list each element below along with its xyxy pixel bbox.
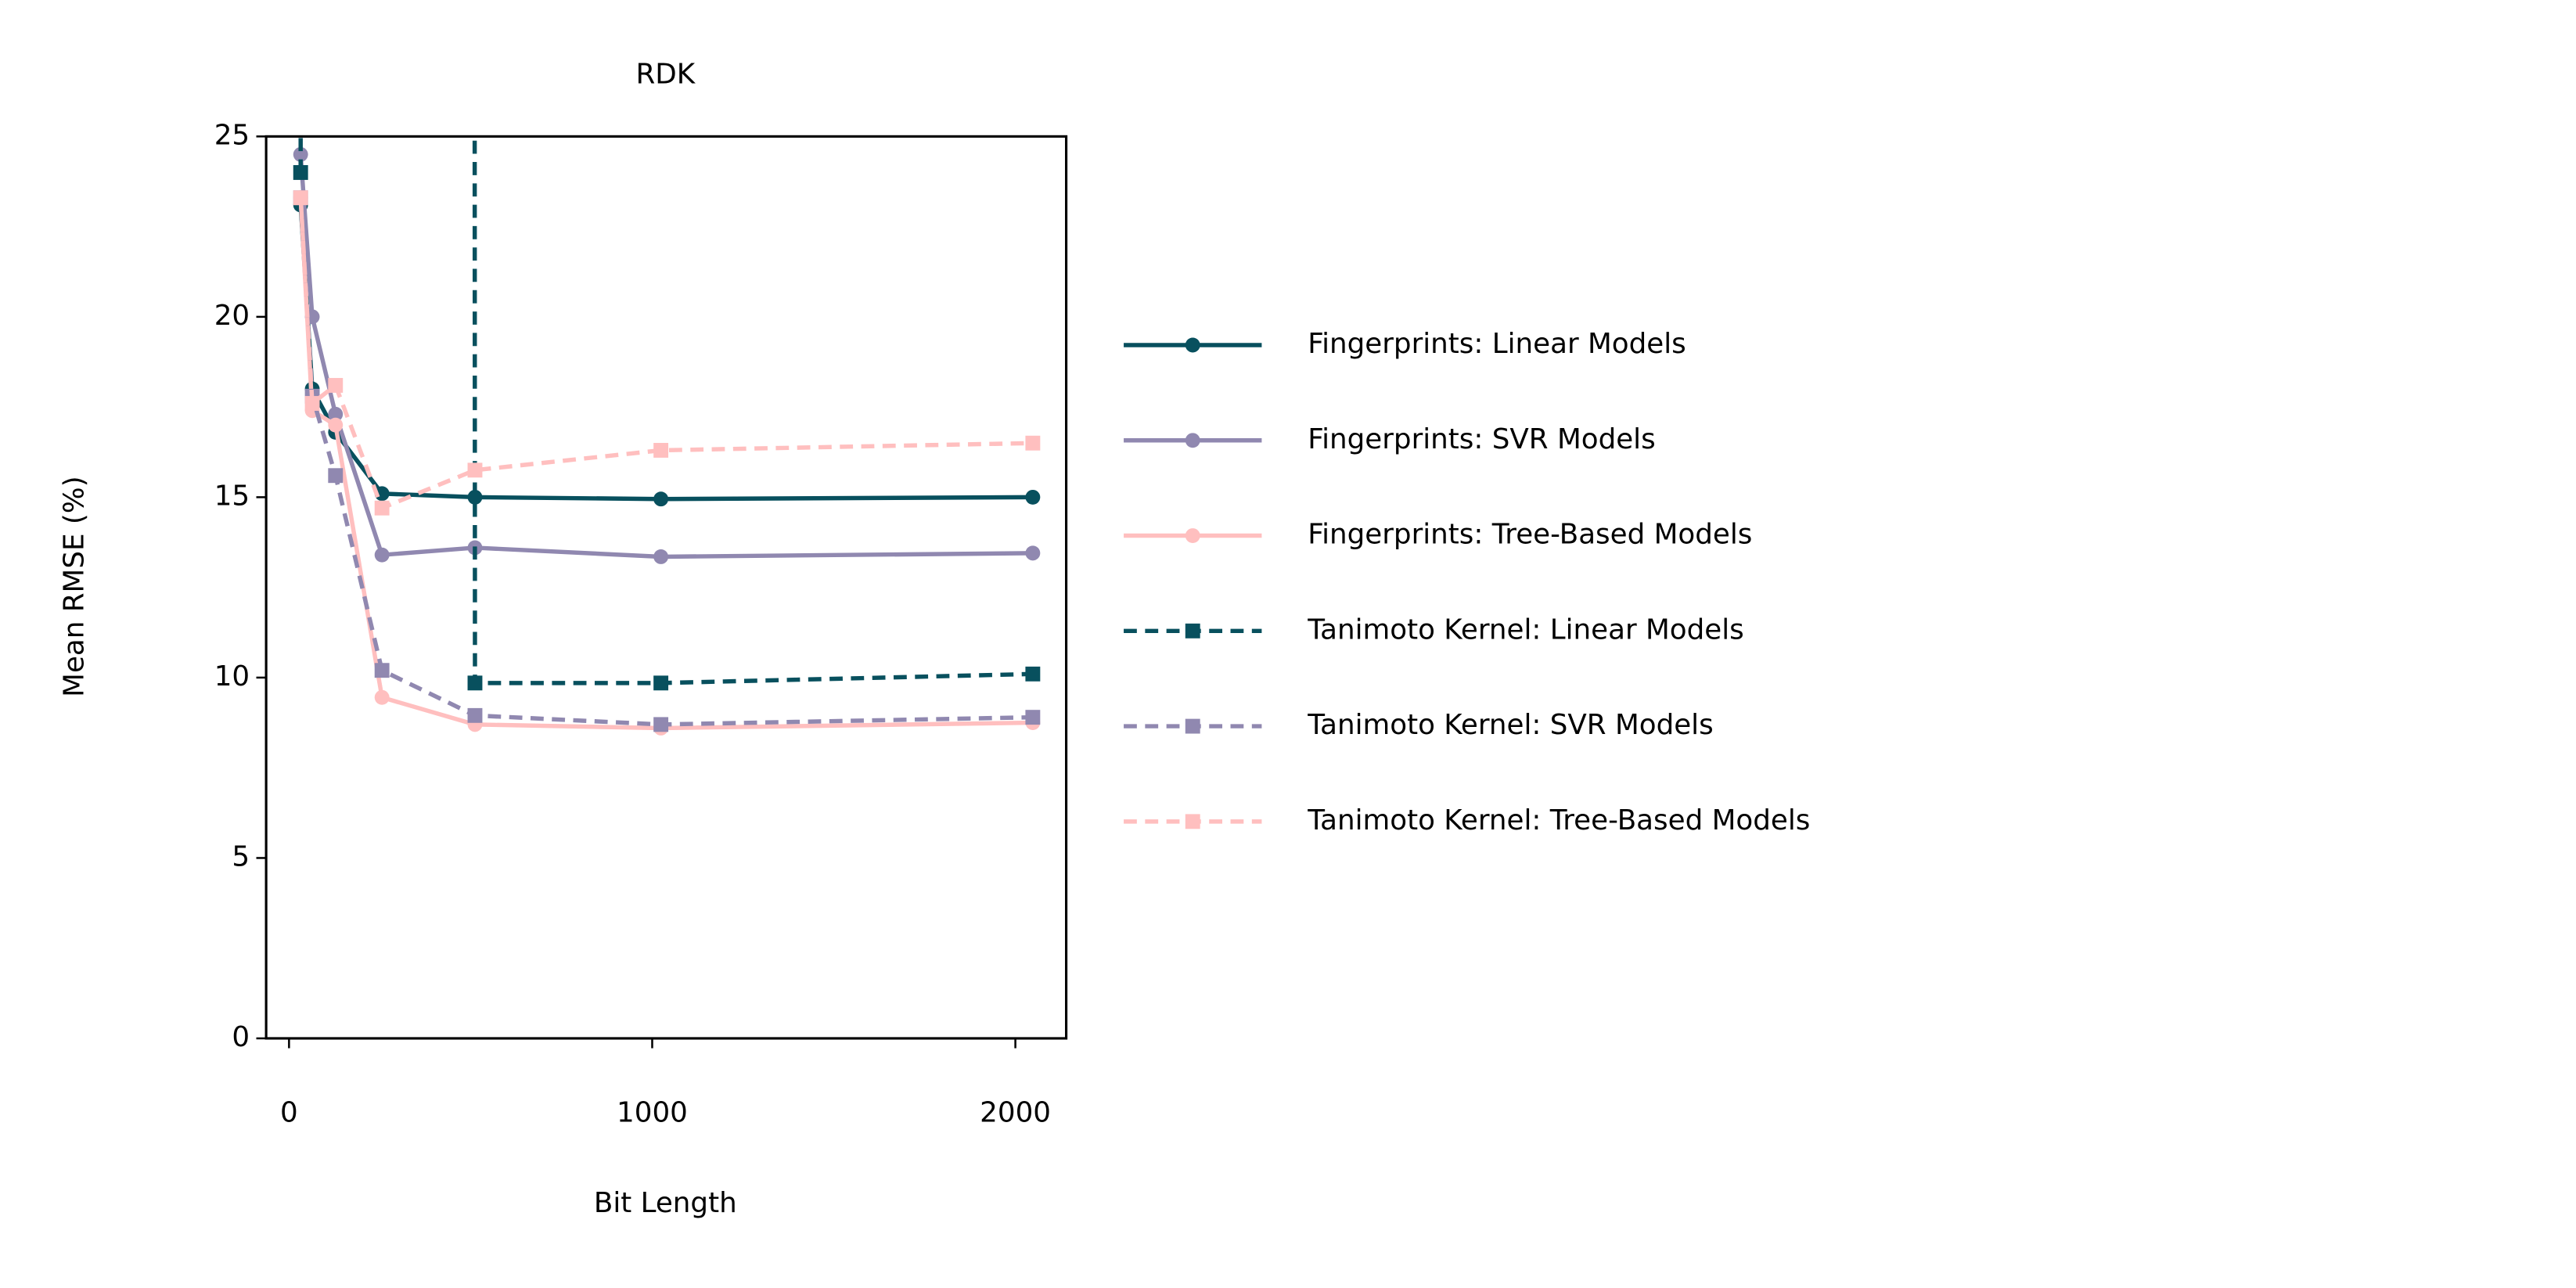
- legend-marker: [1185, 528, 1200, 543]
- data-point: [1025, 489, 1041, 505]
- y-axis-label: Mean RMSE (%): [59, 476, 91, 696]
- data-point: [374, 663, 390, 678]
- y-tick-label: 5: [232, 840, 250, 872]
- series-line: [298, 197, 1033, 727]
- data-point: [1025, 545, 1041, 561]
- series-line: [298, 197, 1033, 731]
- data-point: [374, 486, 390, 502]
- series-line: [298, 136, 1033, 685]
- x-axis-label: Bit Length: [594, 1187, 737, 1219]
- data-point: [467, 675, 483, 691]
- data-point: [653, 717, 669, 732]
- data-point: [653, 675, 669, 691]
- y-tick-label: 20: [214, 300, 250, 332]
- x-tick-label: 0: [280, 1097, 298, 1129]
- legend-label: Tanimoto Kernel: Linear Models: [1307, 613, 1744, 646]
- data-point: [467, 707, 483, 723]
- legend-marker: [1185, 814, 1200, 829]
- data-point: [653, 443, 669, 458]
- data-point: [374, 689, 390, 705]
- legend-label: Fingerprints: Tree-Based Models: [1308, 519, 1752, 551]
- data-point: [653, 491, 669, 507]
- legend-label: Fingerprints: Linear Models: [1308, 328, 1686, 360]
- y-tick-label: 10: [214, 660, 250, 693]
- data-point: [328, 468, 344, 484]
- legend-label: Tanimoto Kernel: Tree-Based Models: [1307, 804, 1810, 836]
- data-point: [1025, 666, 1041, 682]
- data-point: [293, 190, 308, 206]
- y-tick-label: 15: [214, 480, 250, 512]
- x-tick-label: 1000: [617, 1097, 688, 1129]
- data-point: [293, 165, 308, 180]
- legend-label: Tanimoto Kernel: SVR Models: [1307, 709, 1714, 741]
- data-point: [293, 146, 308, 162]
- data-point: [1025, 435, 1041, 451]
- y-tick-label: 0: [232, 1021, 250, 1053]
- legend-label: Fingerprints: SVR Models: [1308, 423, 1656, 455]
- data-point: [1025, 710, 1041, 725]
- plot-area: [293, 136, 1041, 736]
- data-point: [328, 417, 344, 433]
- data-point: [653, 549, 669, 564]
- data-point: [328, 378, 344, 393]
- data-point: [467, 489, 483, 505]
- chart-title: RDK: [635, 59, 696, 91]
- legend-marker: [1185, 718, 1200, 734]
- legend-marker: [1185, 433, 1200, 448]
- data-point: [374, 500, 390, 516]
- data-point: [304, 396, 320, 411]
- data-point: [374, 547, 390, 563]
- series-line: [298, 197, 1033, 511]
- legend-marker: [1185, 337, 1200, 353]
- plot-frame: [264, 135, 1068, 1040]
- y-tick-label: 25: [214, 119, 250, 151]
- data-point: [328, 406, 344, 422]
- legend-marker: [1185, 623, 1200, 639]
- x-tick-label: 2000: [980, 1097, 1051, 1129]
- data-point: [467, 462, 483, 478]
